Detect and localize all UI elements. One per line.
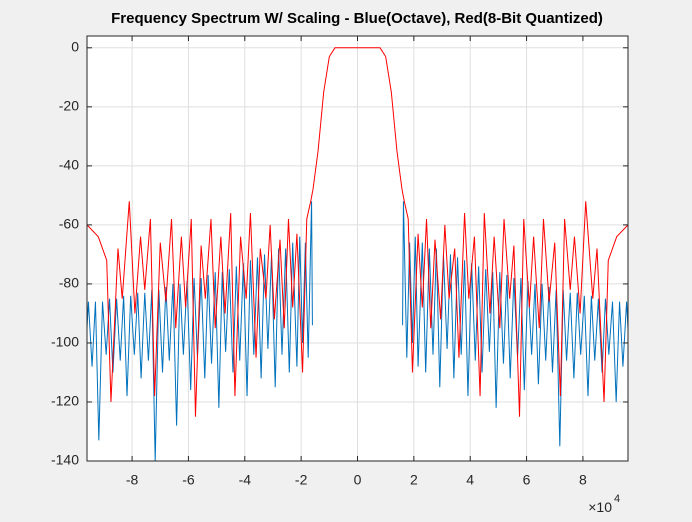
- x-tick-label: 4: [466, 472, 474, 488]
- y-tick-label: 0: [71, 39, 79, 55]
- x-tick-label: 2: [410, 472, 418, 488]
- y-tick-label: -40: [59, 157, 79, 173]
- ticks: -8 -6 -4 -2 0 2 4 6 8-140-120-100-80-60-40-200: [51, 36, 628, 488]
- x-tick-label: 0: [354, 472, 362, 488]
- series-line: [87, 201, 628, 461]
- chart-title: Frequency Spectrum W/ Scaling - Blue(Oct…: [111, 10, 603, 27]
- y-tick-label: -60: [59, 216, 79, 232]
- series-line: [87, 47, 628, 417]
- y-tick-label: -100: [51, 334, 79, 350]
- x-tick-label: -2: [295, 472, 308, 488]
- x-tick-label: -8: [126, 472, 139, 488]
- x-multiplier-exponent: 4: [614, 493, 620, 505]
- lines: [87, 47, 628, 461]
- x-multiplier-base: ×10: [588, 499, 612, 515]
- y-tick-label: -20: [59, 98, 79, 114]
- x-tick-label: 8: [579, 472, 587, 488]
- x-multiplier: ×10: [588, 499, 612, 515]
- y-tick-label: -120: [51, 393, 79, 409]
- x-tick-label: -6: [182, 472, 195, 488]
- x-tick-label: 6: [523, 472, 531, 488]
- x-tick-label: -4: [239, 472, 252, 488]
- y-tick-label: -80: [59, 275, 79, 291]
- y-tick-label: -140: [51, 452, 79, 468]
